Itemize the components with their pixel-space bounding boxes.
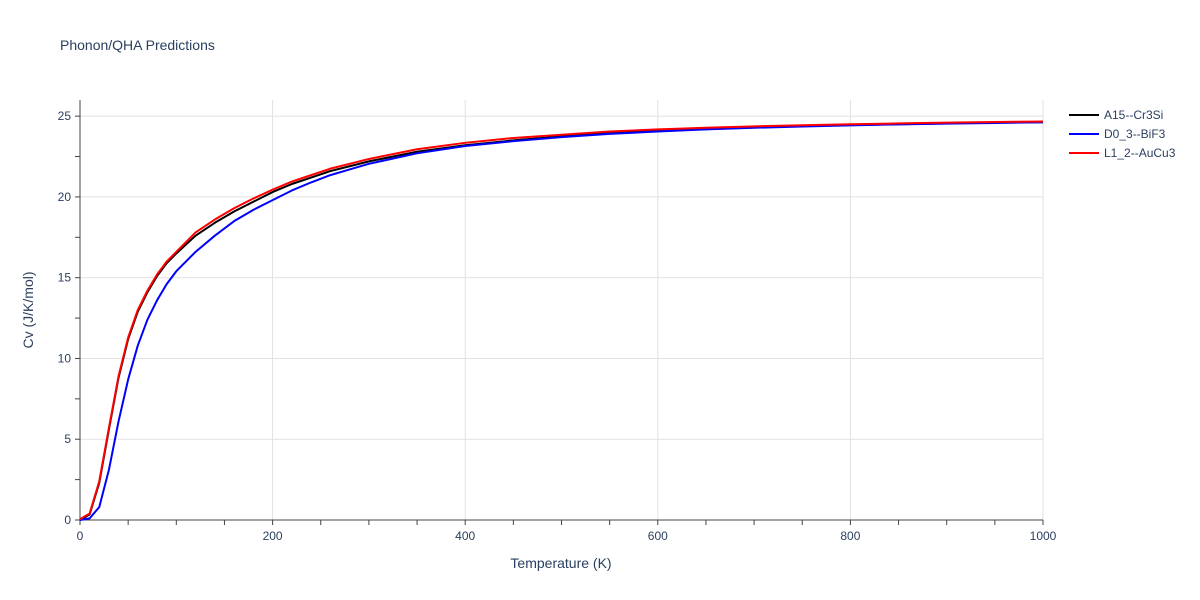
y-tick-label: 25 [58, 109, 72, 123]
x-tick-label: 600 [648, 529, 668, 543]
y-tick-label: 0 [64, 513, 71, 527]
y-tick-label: 15 [58, 271, 72, 285]
legend-item[interactable]: L1_2--AuCu3 [1069, 146, 1176, 160]
y-tick-label: 5 [64, 432, 71, 446]
x-tick-label: 400 [455, 529, 475, 543]
legend: A15--Cr3Si D0_3--BiF3 L1_2--AuCu3 [1069, 108, 1176, 160]
tick-labels: 0 200 400 600 800 1000 0 5 10 15 20 25 [58, 109, 1057, 543]
y-tick-label: 20 [58, 190, 72, 204]
x-tick-label: 1000 [1030, 529, 1057, 543]
x-tick-label: 0 [77, 529, 84, 543]
x-axis-title: Temperature (K) [510, 555, 611, 571]
legend-item[interactable]: A15--Cr3Si [1069, 108, 1163, 122]
series-lines [79, 120, 1044, 521]
series-line-d0-3-bif3 [79, 121, 1044, 521]
chart-title: Phonon/QHA Predictions [60, 37, 215, 53]
legend-label: L1_2--AuCu3 [1104, 146, 1176, 160]
y-tick-label: 10 [58, 351, 72, 365]
legend-label: A15--Cr3Si [1104, 108, 1163, 122]
legend-label: D0_3--BiF3 [1104, 127, 1166, 141]
axes [75, 100, 1044, 525]
y-axis-title: Cv (J/K/mol) [20, 272, 36, 349]
x-tick-label: 200 [263, 529, 283, 543]
legend-item[interactable]: D0_3--BiF3 [1069, 127, 1166, 141]
grid [80, 100, 1044, 520]
series-line-l1-2-aucu3 [79, 120, 1044, 521]
x-tick-label: 800 [840, 529, 860, 543]
